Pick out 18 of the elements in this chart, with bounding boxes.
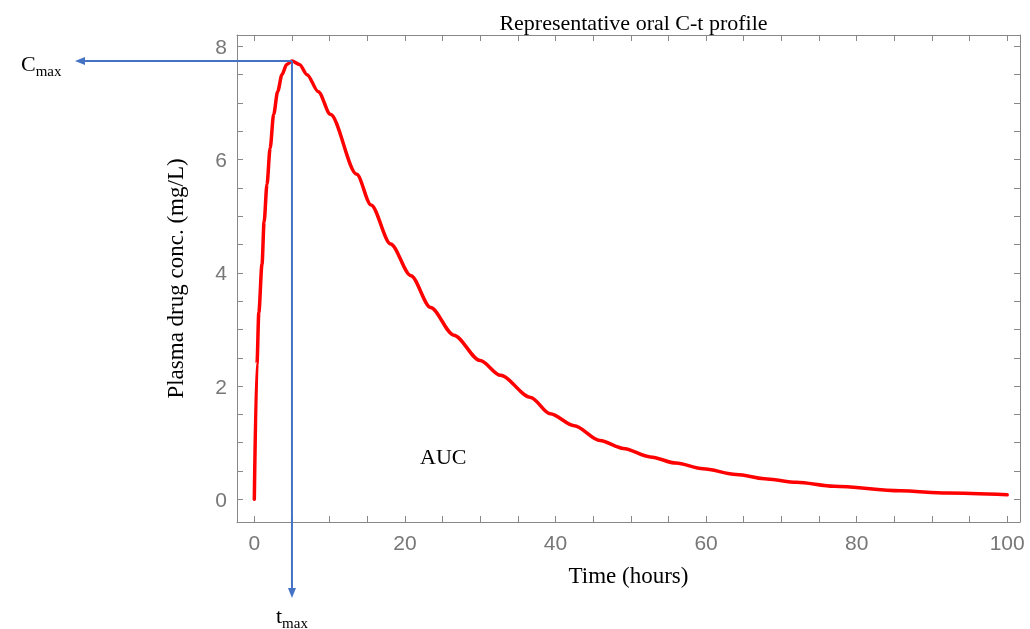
x-tick-label: 40 — [543, 531, 568, 554]
y-tick-label: 4 — [215, 261, 228, 285]
x-tick-label: 100 — [989, 531, 1025, 554]
y-axis-title: Plasma drug conc. (mg/L) — [163, 158, 188, 399]
annotation: AUC — [420, 444, 467, 470]
y-tick-label: 2 — [215, 374, 227, 398]
line-series — [252, 59, 1009, 502]
x-tick-label: 60 — [694, 531, 718, 554]
ref-line-label: C$_{max}$ — [21, 50, 62, 80]
x-axis-title: Time (hours) — [568, 563, 689, 588]
x-tick-label: 0 — [248, 531, 261, 554]
x-tick-label: 20 — [393, 531, 417, 554]
y-tick-label: 0 — [215, 487, 227, 511]
chart-title: Representative oral C-t profile — [499, 9, 768, 35]
y-tick-label: 6 — [215, 148, 227, 172]
ref-line-label: t$_{max}$ — [275, 603, 308, 629]
y-tick-label: 8 — [215, 34, 227, 58]
x-tick-label: 80 — [844, 531, 869, 554]
